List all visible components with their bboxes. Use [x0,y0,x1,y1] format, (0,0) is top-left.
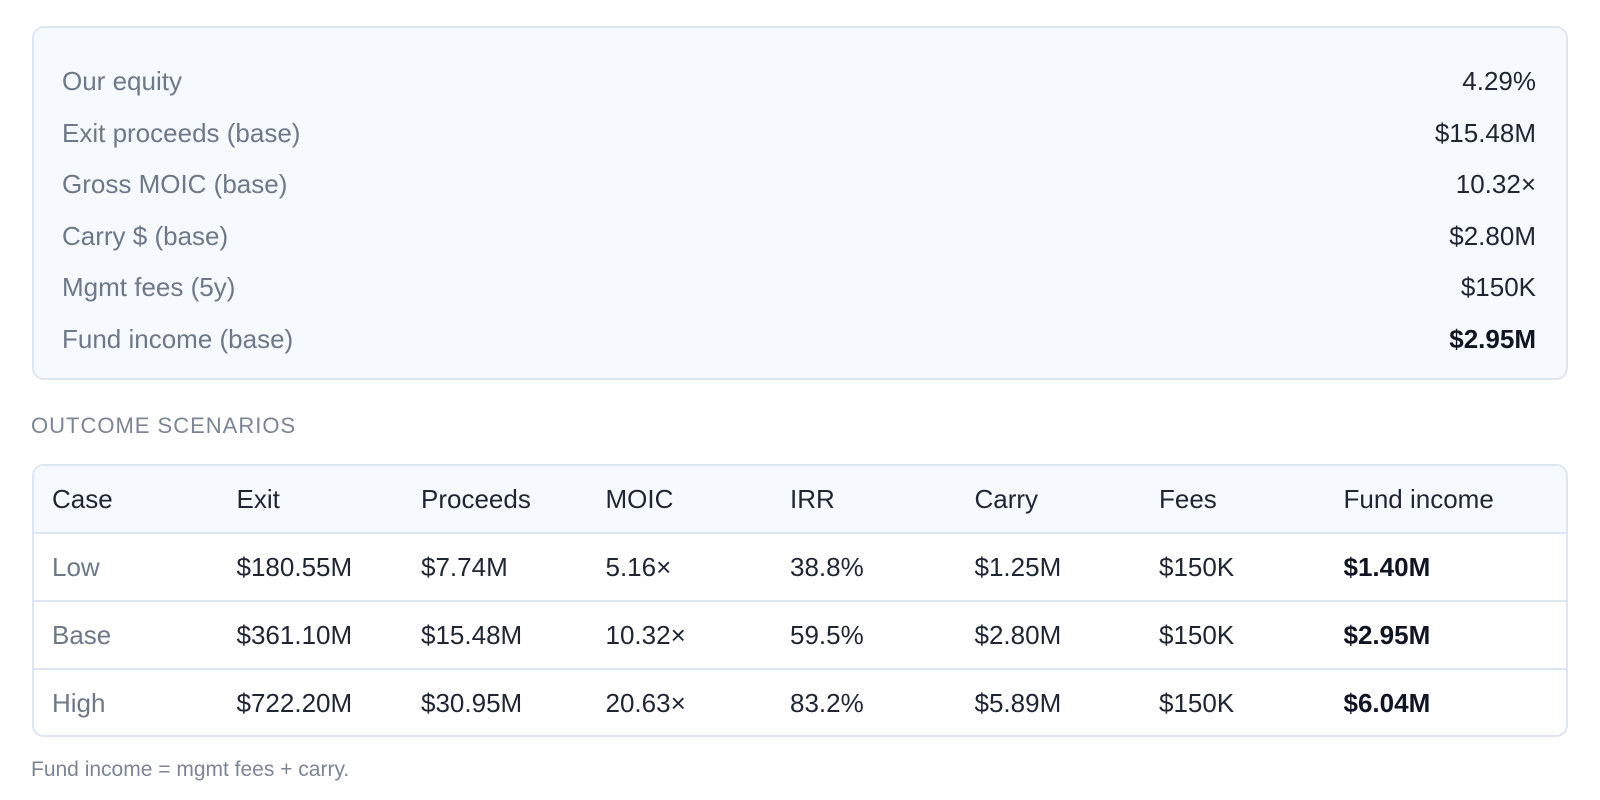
table-header-row: Case Exit Proceeds MOIC IRR Carry Fees F… [34,466,1566,534]
column-header-exit: Exit [218,466,403,534]
column-header-fees: Fees [1141,466,1326,534]
summary-label: Fund income (base) [62,323,294,354]
cell-fees: $150K [1141,668,1326,735]
table-row: Low $180.55M $7.74M 5.16× 38.8% $1.25M $… [34,533,1566,601]
cell-carry: $5.89M [956,668,1141,735]
cell-fund-income: $1.40M [1343,551,1431,582]
summary-row-carry: Carry $ (base) $2.80M [62,211,1536,263]
summary-value: $15.48M [1434,117,1536,148]
summary-label: Mgmt fees (5y) [62,272,236,303]
summary-label: Our equity [62,66,182,97]
cell-irr: 59.5% [772,600,957,669]
scenarios-table: Case Exit Proceeds MOIC IRR Carry Fees F… [32,464,1568,737]
cell-proceeds: $7.74M [421,551,508,582]
summary-card: Our equity 4.29% Exit proceeds (base) $1… [32,26,1568,380]
cell-exit: $180.55M [236,551,353,582]
cell-moic: 5.16× [605,551,672,582]
cell-fees: $150K [1141,600,1326,669]
table-row: Base $361.10M $15.48M 10.32× 59.5% $2.80… [34,600,1566,669]
column-header-fund-income: Fund income [1325,466,1566,534]
summary-value: $150K [1460,272,1536,303]
section-title-outcome-scenarios: OUTCOME SCENARIOS [31,413,297,438]
cell-exit: $361.10M [218,600,403,669]
cell-fund-income: $2.95M [1325,600,1566,669]
summary-label: Carry $ (base) [62,220,229,251]
column-header-carry: Carry [956,466,1141,534]
column-header-moic: MOIC [587,466,772,534]
cell-case: Low [52,551,100,582]
summary-label: Gross MOIC (base) [62,169,288,200]
column-header-proceeds: Proceeds [403,466,588,534]
cell-proceeds: $30.95M [403,668,588,735]
summary-value: 10.32× [1455,169,1536,200]
cell-proceeds: $15.48M [403,600,588,669]
footnote: Fund income = mgmt fees + carry. [31,758,350,781]
cell-exit: $722.20M [218,668,403,735]
cell-moic: 20.63× [587,668,772,735]
summary-label: Exit proceeds (base) [62,117,301,148]
summary-row-gross-moic: Gross MOIC (base) 10.32× [62,159,1536,211]
summary-value: 4.29% [1462,66,1536,97]
column-header-case: Case [34,466,219,534]
summary-value-fund-income: $2.95M [1449,323,1536,354]
cell-carry: $2.80M [956,600,1141,669]
summary-row-equity: Our equity 4.29% [62,56,1536,108]
cell-case: High [34,668,219,735]
table-row: High $722.20M $30.95M 20.63× 83.2% $5.89… [34,668,1566,735]
cell-irr: 38.8% [790,551,864,582]
cell-fund-income: $6.04M [1325,668,1566,735]
column-header-irr: IRR [772,466,957,534]
summary-value: $2.80M [1449,220,1536,251]
cell-carry: $1.25M [974,551,1062,582]
cell-irr: 83.2% [772,668,957,735]
cell-case: Base [34,600,219,669]
summary-row-exit-proceeds: Exit proceeds (base) $15.48M [62,108,1536,160]
cell-fees: $150K [1159,551,1235,582]
summary-row-mgmt-fees: Mgmt fees (5y) $150K [62,262,1536,314]
summary-row-fund-income: Fund income (base) $2.95M [62,314,1536,366]
cell-moic: 10.32× [587,600,772,669]
